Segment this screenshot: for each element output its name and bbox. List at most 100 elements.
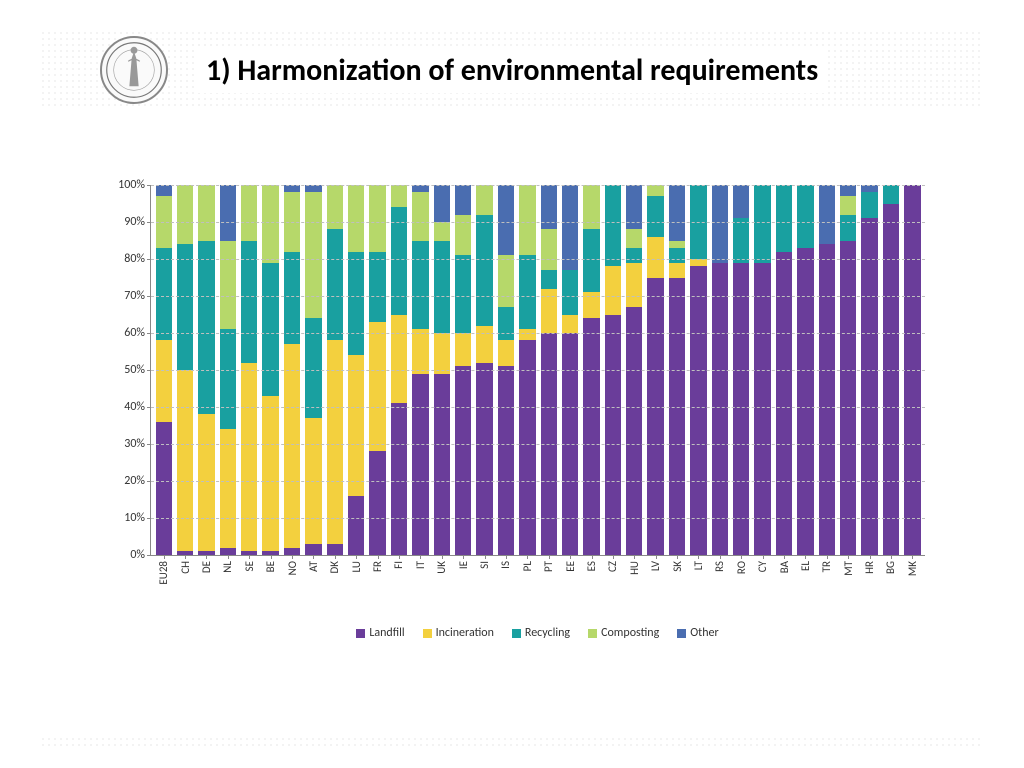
y-axis-label: 20% bbox=[124, 474, 145, 488]
x-axis-label: NL bbox=[221, 561, 234, 573]
segment-recycling bbox=[348, 252, 364, 356]
segment-incineration bbox=[519, 329, 535, 340]
segment-incineration bbox=[498, 340, 514, 366]
x-axis-label: MK bbox=[906, 561, 919, 576]
y-axis-label: 70% bbox=[124, 289, 145, 303]
legend-label: Incineration bbox=[436, 626, 494, 640]
segment-other bbox=[669, 185, 685, 241]
legend-item-recycling: Recycling bbox=[512, 626, 570, 640]
y-axis-label: 30% bbox=[124, 437, 145, 451]
segment-recycling bbox=[519, 255, 535, 329]
x-axis-label: IT bbox=[414, 561, 427, 569]
y-axis-label: 10% bbox=[124, 511, 145, 525]
x-axis-label: LT bbox=[692, 561, 705, 570]
waste-treatment-chart: EU28CHDENLSEBENOATDKLUFRFIITUKIESIISPLPT… bbox=[90, 170, 930, 640]
segment-composting bbox=[369, 185, 385, 252]
segment-recycling bbox=[840, 215, 856, 241]
x-tick bbox=[485, 555, 486, 559]
segment-landfill bbox=[840, 241, 856, 556]
y-tick bbox=[147, 444, 151, 445]
x-axis-label: CH bbox=[179, 561, 192, 574]
segment-incineration bbox=[391, 315, 407, 404]
x-tick bbox=[506, 555, 507, 559]
y-tick bbox=[147, 259, 151, 260]
segment-other bbox=[498, 185, 514, 255]
segment-landfill bbox=[455, 366, 471, 555]
segment-composting bbox=[840, 196, 856, 215]
x-axis-label: TR bbox=[820, 561, 833, 572]
segment-composting bbox=[647, 185, 663, 196]
segment-incineration bbox=[562, 315, 578, 334]
segment-composting bbox=[455, 215, 471, 256]
grid-line bbox=[151, 407, 925, 408]
x-tick bbox=[356, 555, 357, 559]
segment-incineration bbox=[198, 414, 214, 551]
segment-incineration bbox=[412, 329, 428, 373]
x-axis-label: EL bbox=[799, 561, 812, 571]
footer-band bbox=[40, 736, 984, 748]
legend-swatch bbox=[588, 629, 597, 638]
x-axis-label: RO bbox=[735, 561, 748, 574]
x-tick bbox=[720, 555, 721, 559]
grid-line bbox=[151, 518, 925, 519]
seal-icon bbox=[105, 41, 163, 99]
segment-recycling bbox=[541, 270, 557, 289]
x-axis-label: CZ bbox=[606, 561, 619, 572]
grid-line bbox=[151, 222, 925, 223]
segment-landfill bbox=[797, 248, 813, 555]
segment-landfill bbox=[220, 548, 236, 555]
legend-label: Other bbox=[690, 626, 718, 640]
segment-landfill bbox=[690, 266, 706, 555]
grid-line bbox=[151, 185, 925, 186]
x-axis-label: CY bbox=[756, 561, 769, 572]
x-tick bbox=[292, 555, 293, 559]
x-tick bbox=[549, 555, 550, 559]
segment-landfill bbox=[327, 544, 343, 555]
segment-incineration bbox=[369, 322, 385, 452]
segment-incineration bbox=[220, 429, 236, 547]
segment-incineration bbox=[156, 340, 172, 421]
segment-other bbox=[733, 185, 749, 218]
x-axis-label: MT bbox=[842, 561, 855, 576]
x-axis-label: SE bbox=[243, 561, 256, 571]
grid-line bbox=[151, 370, 925, 371]
segment-recycling bbox=[455, 255, 471, 333]
segment-composting bbox=[669, 241, 685, 248]
segment-recycling bbox=[647, 196, 663, 237]
segment-incineration bbox=[476, 326, 492, 363]
x-axis-label: AT bbox=[307, 561, 320, 572]
segment-composting bbox=[220, 241, 236, 330]
grid-line bbox=[151, 333, 925, 334]
x-tick bbox=[463, 555, 464, 559]
y-axis-label: 60% bbox=[124, 326, 145, 340]
segment-recycling bbox=[369, 252, 385, 322]
segment-recycling bbox=[391, 207, 407, 314]
segment-recycling bbox=[733, 218, 749, 262]
segment-landfill bbox=[819, 244, 835, 555]
segment-recycling bbox=[220, 329, 236, 429]
segment-recycling bbox=[327, 229, 343, 340]
segment-recycling bbox=[583, 229, 599, 292]
segment-incineration bbox=[605, 266, 621, 314]
segment-other bbox=[712, 185, 728, 263]
segment-landfill bbox=[733, 263, 749, 555]
legend-swatch bbox=[356, 629, 365, 638]
segment-landfill bbox=[712, 263, 728, 555]
segment-recycling bbox=[883, 185, 899, 204]
grid-line bbox=[151, 296, 925, 297]
legend-item-landfill: Landfill bbox=[356, 626, 404, 640]
segment-composting bbox=[541, 229, 557, 270]
segment-recycling bbox=[177, 244, 193, 370]
segment-landfill bbox=[412, 374, 428, 555]
x-tick bbox=[335, 555, 336, 559]
segment-other bbox=[412, 185, 428, 192]
x-axis-label: LV bbox=[649, 561, 662, 571]
x-tick bbox=[313, 555, 314, 559]
segment-recycling bbox=[562, 270, 578, 314]
segment-recycling bbox=[776, 185, 792, 252]
x-tick bbox=[228, 555, 229, 559]
x-tick bbox=[378, 555, 379, 559]
x-tick bbox=[805, 555, 806, 559]
x-axis-label: SK bbox=[671, 561, 684, 572]
segment-composting bbox=[262, 185, 278, 263]
